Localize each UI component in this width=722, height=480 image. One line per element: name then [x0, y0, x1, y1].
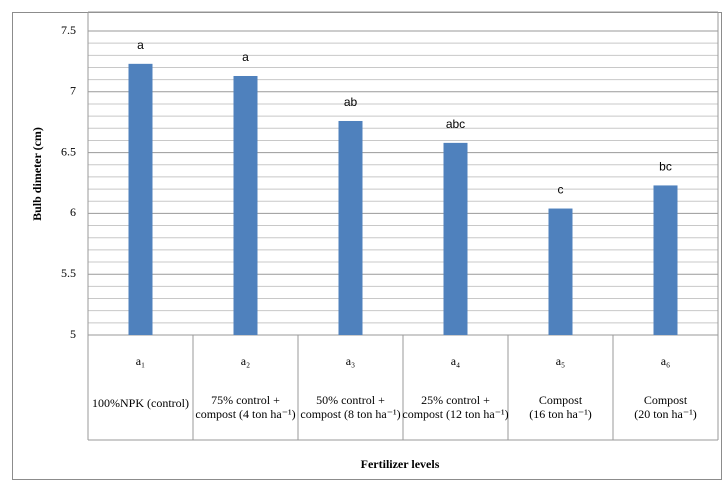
bar: [443, 142, 468, 335]
y-tick-label: 5: [70, 327, 76, 341]
x-tick-label: a₃: [346, 354, 356, 368]
category-description: Compost: [539, 393, 583, 407]
x-axis-title: Fertilizer levels: [361, 457, 440, 471]
x-tick-label: a₆: [661, 354, 671, 368]
category-description: 75% control +: [211, 393, 280, 407]
bar: [653, 185, 678, 335]
category-description: compost (8 ton ha⁻¹): [300, 407, 400, 421]
x-tick-label: a₁: [136, 354, 146, 368]
bar: [548, 208, 573, 335]
y-tick-label: 6.5: [61, 144, 76, 158]
category-description: 100%NPK (control): [92, 396, 189, 410]
bar-annotation: a: [137, 38, 144, 52]
bar-annotation: ab: [344, 95, 358, 109]
category-description: Compost: [644, 393, 688, 407]
x-tick-label: a₄: [451, 354, 461, 368]
category-description: compost (12 ton ha⁻¹): [402, 407, 508, 421]
category-description: compost (4 ton ha⁻¹): [195, 407, 295, 421]
x-tick-label: a₅: [556, 354, 566, 368]
x-tick-label: a₂: [241, 354, 251, 368]
y-tick-label: 7.5: [61, 23, 76, 37]
category-description: 25% control +: [421, 393, 490, 407]
bar-annotation: bc: [659, 160, 672, 174]
bar-annotation: c: [558, 183, 564, 197]
category-description: 50% control +: [316, 393, 385, 407]
bar: [233, 75, 258, 335]
category-description: (16 ton ha⁻¹): [529, 407, 592, 421]
bar-annotation: a: [242, 50, 249, 64]
bar: [338, 120, 363, 335]
y-axis-title: Bulb dimeter (cm): [30, 127, 44, 221]
y-tick-label: 5.5: [61, 266, 76, 280]
category-description: (20 ton ha⁻¹): [634, 407, 697, 421]
y-tick-label: 6: [70, 205, 76, 219]
y-tick-label: 7: [70, 84, 76, 98]
bar: [128, 63, 153, 335]
bar-annotation: abc: [446, 117, 465, 131]
